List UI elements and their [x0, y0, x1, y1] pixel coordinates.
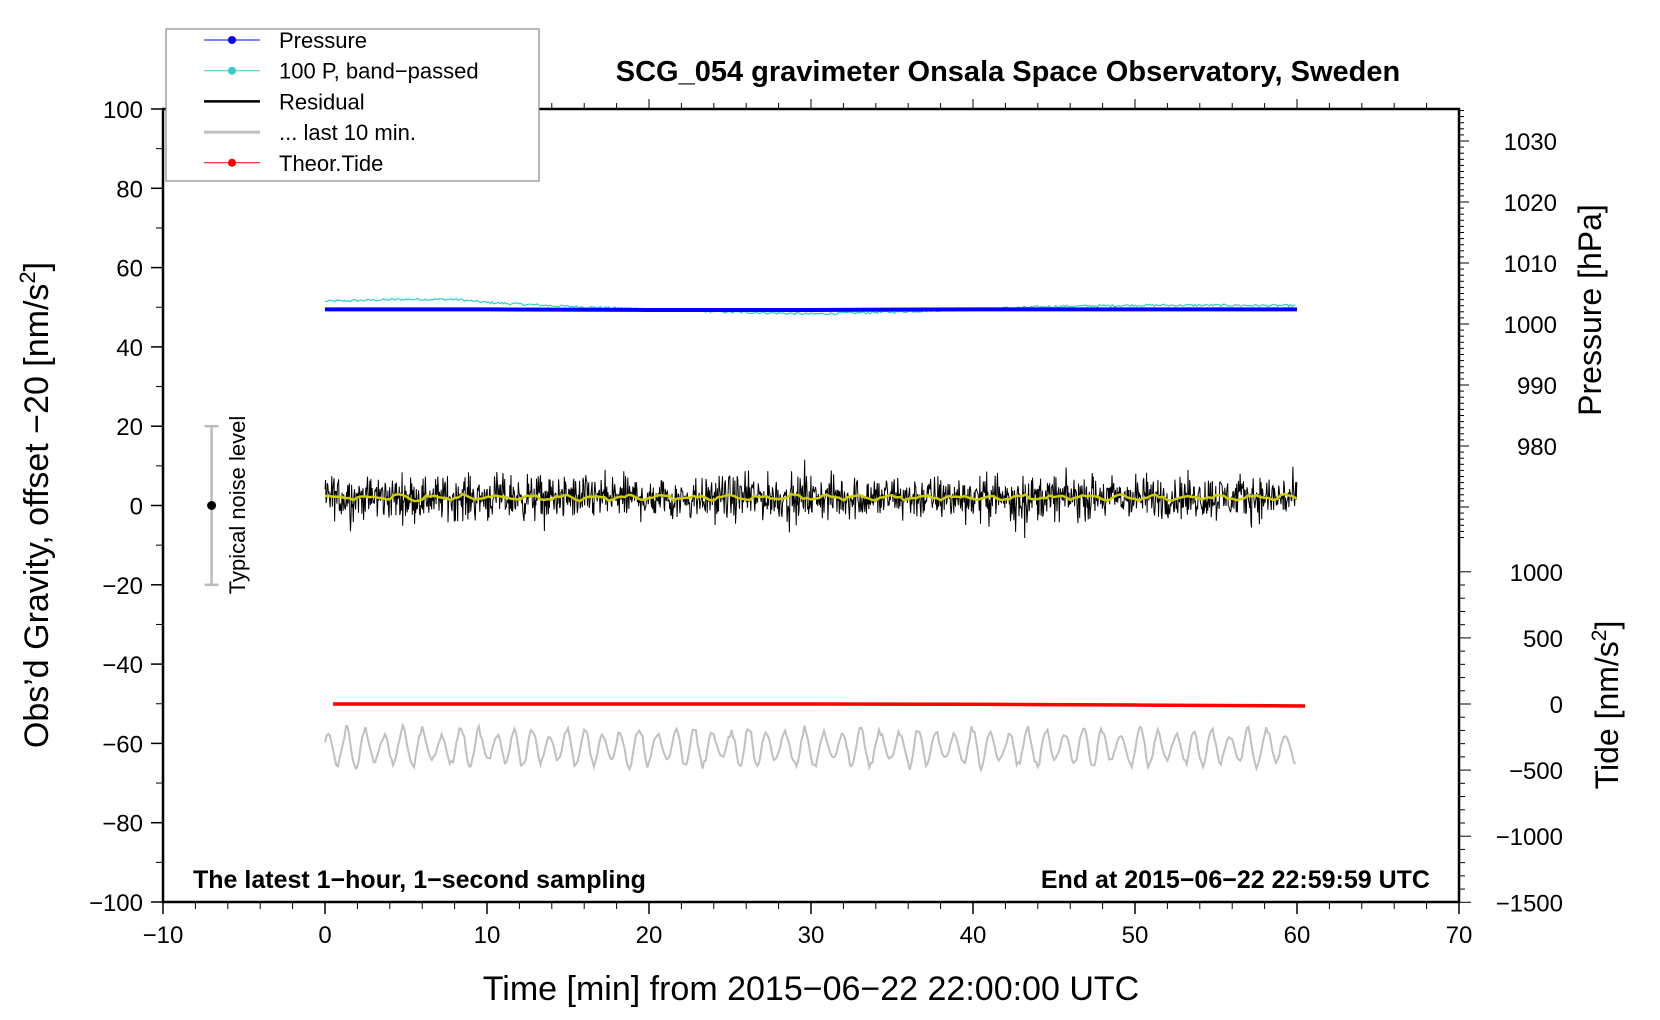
- legend-item: ... last 10 min.: [204, 120, 416, 145]
- chart-title: SCG_054 gravimeter Onsala Space Observat…: [616, 56, 1400, 88]
- legend-item: Pressure: [204, 28, 367, 53]
- x-tick-label: 30: [798, 922, 825, 949]
- x-tick-label: 70: [1446, 922, 1473, 949]
- x-axis-label: Time [min] from 2015−06−22 22:00:00 UTC: [483, 970, 1139, 1008]
- tide-axis-label: Tide [nm/s2]: [1588, 621, 1625, 790]
- y-tick-label: 80: [116, 176, 143, 203]
- legend-marker: [228, 36, 236, 44]
- pressure-tick-label: 1000: [1504, 312, 1557, 339]
- pressure-tick-label: 1010: [1504, 251, 1557, 278]
- y-tick-label: 40: [116, 335, 143, 362]
- noise-bar-center: [207, 501, 217, 510]
- legend-label: 100 P, band−passed: [279, 59, 479, 84]
- x-tick-label: 60: [1284, 922, 1311, 949]
- legend-item: Theor.Tide: [204, 151, 383, 176]
- series-band-passed-pressure: [324, 297, 1296, 316]
- legend-marker: [228, 158, 236, 167]
- pressure-tick-label: 990: [1517, 373, 1557, 400]
- y-tick-label: −80: [102, 811, 143, 838]
- x-tick-label: −10: [143, 922, 184, 949]
- x-tick-label: 20: [636, 922, 663, 949]
- pressure-tick-label: 1020: [1504, 190, 1557, 217]
- legend-label: Theor.Tide: [279, 151, 383, 176]
- legend-marker: [228, 66, 236, 75]
- y-tick-label: 20: [116, 414, 143, 441]
- tide-tick-label: 0: [1550, 692, 1563, 719]
- tide-tick-label: −1500: [1496, 890, 1563, 917]
- tide-tick-label: 500: [1523, 626, 1563, 653]
- x-tick-label: 10: [474, 922, 501, 949]
- y-axis-label: Obs’d Gravity, offset −20 [nm/s2]: [15, 262, 56, 748]
- annotation-sampling: The latest 1−hour, 1−second sampling: [193, 866, 646, 894]
- x-tick-label: 40: [960, 922, 987, 949]
- legend: Pressure 100 P, band−passed Residual ... la…: [165, 28, 540, 182]
- series-pressure: [325, 307, 1297, 312]
- y-tick-label: −20: [102, 573, 143, 600]
- pressure-tick-label: 980: [1517, 434, 1557, 461]
- legend-label: Residual: [279, 89, 365, 114]
- series-residual: [324, 459, 1298, 539]
- axes-layer: −10 0 10 20 30 40 50 60 70100806040200−20−40−60−…: [89, 97, 1563, 949]
- y-tick-label: −40: [102, 652, 143, 679]
- series-last-10-min: [324, 722, 1297, 774]
- pressure-axis-label: Pressure [hPa]: [1572, 204, 1608, 416]
- annotation-end-time: End at 2015−06−22 22:59:59 UTC: [1041, 866, 1430, 894]
- x-tick-label: 0: [318, 922, 331, 949]
- plot-layer: [204, 297, 1306, 774]
- y-tick-label: 60: [116, 256, 143, 283]
- y-tick-label: 100: [103, 97, 143, 124]
- pressure-tick-label: 1030: [1504, 129, 1557, 156]
- legend-item: 100 P, band−passed: [204, 59, 479, 84]
- tide-tick-label: −500: [1509, 758, 1563, 785]
- series-theoretical-tide: [333, 702, 1306, 708]
- legend-label: Pressure: [279, 28, 367, 53]
- tide-tick-label: 1000: [1510, 560, 1563, 587]
- noise-level-label: Typical noise level: [225, 416, 250, 595]
- y-tick-label: 0: [130, 494, 143, 521]
- tide-tick-label: −1000: [1496, 824, 1563, 851]
- series-residual-smoothed: [325, 492, 1298, 503]
- legend-label: ... last 10 min.: [279, 120, 416, 145]
- y-tick-label: −100: [89, 890, 143, 917]
- legend-box: [165, 28, 540, 182]
- legend-item: Residual: [204, 89, 365, 114]
- x-tick-label: 50: [1122, 922, 1149, 949]
- y-tick-label: −60: [102, 731, 143, 758]
